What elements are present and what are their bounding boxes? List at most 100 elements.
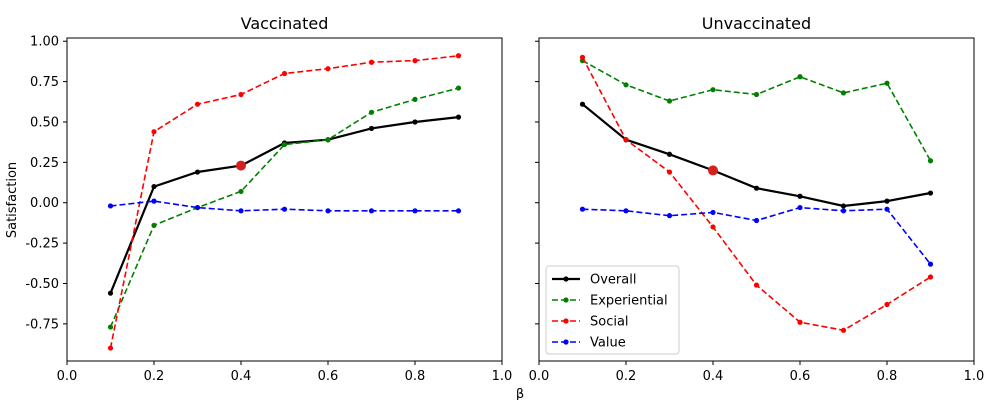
data-point-overall xyxy=(151,183,157,190)
y-tick-label: 1.00 xyxy=(30,35,59,50)
data-point-overall xyxy=(666,151,673,157)
series-line-social xyxy=(109,55,459,349)
data-point-overall xyxy=(579,101,586,107)
data-point-social xyxy=(455,53,462,59)
data-point-experiential xyxy=(884,80,890,86)
data-point-experiential xyxy=(151,222,157,228)
highlight-marker xyxy=(236,160,246,171)
data-point-experiential xyxy=(412,96,418,102)
data-point-value xyxy=(412,208,418,214)
legend-label-overall: Overall xyxy=(590,273,636,288)
y-tick-label: 0.00 xyxy=(30,196,59,211)
highlight-marker xyxy=(708,165,718,176)
data-point-experiential xyxy=(107,324,114,330)
legend-marker-overall xyxy=(563,276,569,282)
data-point-experiential xyxy=(325,137,331,143)
data-point-value xyxy=(325,208,331,214)
data-point-experiential xyxy=(238,188,244,195)
data-point-overall xyxy=(107,290,114,296)
data-point-experiential xyxy=(927,158,934,164)
plot-frame xyxy=(66,37,503,362)
data-point-social xyxy=(753,282,760,288)
legend-marker-social xyxy=(563,318,569,324)
legend-box xyxy=(545,265,680,355)
data-point-value xyxy=(927,261,934,267)
y-tick-label: -0.50 xyxy=(25,277,59,292)
data-point-social xyxy=(797,319,803,325)
shared-y-axis-label: Satisfaction xyxy=(5,162,20,238)
x-tick-label: 1.0 xyxy=(492,369,513,384)
data-point-overall xyxy=(455,114,462,120)
data-point-experiential xyxy=(455,85,462,91)
legend-label-experiential: Experiential xyxy=(590,294,668,309)
y-tick-label: -0.75 xyxy=(25,317,59,332)
legend-label-social: Social xyxy=(590,315,629,330)
data-point-value xyxy=(579,206,586,212)
data-point-social xyxy=(710,224,716,230)
data-point-social xyxy=(281,70,288,77)
plot-frame xyxy=(538,37,975,362)
data-point-overall xyxy=(927,190,934,196)
data-point-value xyxy=(666,213,673,219)
data-point-experiential xyxy=(753,91,760,98)
data-point-social xyxy=(325,66,331,72)
data-point-social xyxy=(368,59,375,65)
x-tick-label: 0.8 xyxy=(877,369,898,384)
data-point-experiential xyxy=(623,82,629,88)
data-point-social xyxy=(579,54,586,60)
data-point-social xyxy=(840,327,847,333)
data-point-social xyxy=(412,58,418,64)
data-point-social xyxy=(666,169,673,175)
legend-label-value: Value xyxy=(590,336,626,351)
data-point-experiential xyxy=(368,109,375,115)
data-point-value xyxy=(238,208,244,214)
data-point-value xyxy=(107,203,114,209)
series-line-value xyxy=(582,206,932,265)
data-point-overall xyxy=(753,185,760,191)
data-point-overall xyxy=(194,169,201,175)
data-point-experiential xyxy=(797,74,803,80)
x-tick-label: 0.6 xyxy=(790,369,811,384)
shared-x-axis-label: β xyxy=(516,387,524,400)
data-point-value xyxy=(623,208,629,214)
data-point-overall xyxy=(368,125,375,132)
x-tick-label: 0.0 xyxy=(57,369,78,384)
chart-panel-1: Unvaccinated 0.0 0.2 0.4 0.6 0.8 1.0 Overall Exp… xyxy=(529,14,985,384)
data-point-experiential xyxy=(666,98,673,104)
data-point-social xyxy=(927,274,934,280)
y-tick-label: 0.25 xyxy=(30,156,59,171)
data-point-experiential xyxy=(281,141,288,148)
data-point-overall xyxy=(884,198,890,204)
data-point-overall xyxy=(840,203,847,209)
x-tick-label: 0.2 xyxy=(144,369,165,384)
data-point-overall xyxy=(797,193,803,199)
data-point-value xyxy=(194,204,201,211)
data-point-social xyxy=(194,101,201,107)
data-point-social xyxy=(238,91,244,98)
y-tick-label: 0.50 xyxy=(30,115,59,130)
data-point-social xyxy=(151,129,157,135)
data-point-value xyxy=(797,204,803,211)
x-tick-label: 1.0 xyxy=(964,369,985,384)
data-point-value xyxy=(840,208,847,214)
chart-title: Vaccinated xyxy=(241,14,329,33)
y-tick-label: 0.75 xyxy=(30,75,59,90)
data-point-value xyxy=(710,209,716,216)
data-point-experiential xyxy=(710,87,716,93)
x-tick-label: 0.4 xyxy=(231,369,252,384)
data-point-social xyxy=(107,345,114,351)
chart-title: Unvaccinated xyxy=(702,14,811,33)
chart-panel-0: Vaccinated 0.0 0.2 0.4 0.6 0.8 1.0 -0.75 -0.50 -0… xyxy=(25,14,512,384)
data-point-value xyxy=(151,198,157,204)
x-tick-label: 0.2 xyxy=(616,369,637,384)
data-point-social xyxy=(623,137,629,143)
x-tick-label: 0.6 xyxy=(318,369,339,384)
legend-marker-value xyxy=(563,339,569,345)
x-tick-label: 0.0 xyxy=(529,369,550,384)
data-point-overall xyxy=(412,119,418,125)
x-tick-label: 0.4 xyxy=(703,369,724,384)
data-point-value xyxy=(455,208,462,214)
legend: Overall Experiential Social Value xyxy=(545,265,680,355)
data-point-social xyxy=(884,301,890,308)
